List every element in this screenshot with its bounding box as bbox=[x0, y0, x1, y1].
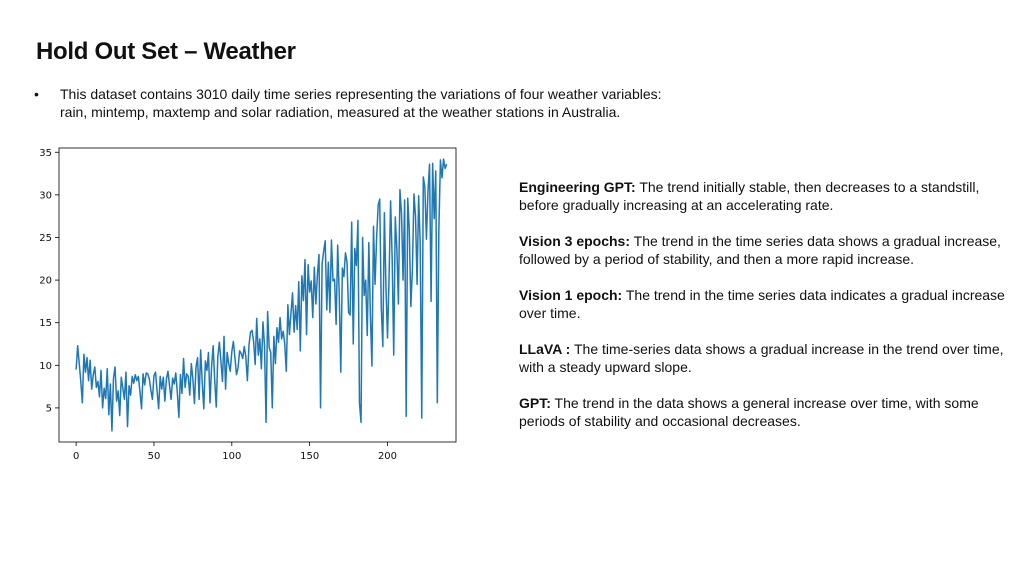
comment-llava: LLaVA : The time-series data shows a gra… bbox=[519, 340, 1009, 376]
bullet-marker: • bbox=[34, 86, 39, 102]
y-tick-label: 15 bbox=[39, 318, 52, 329]
comment-text: The trend in the data shows a general in… bbox=[519, 395, 979, 429]
comment-vision-1-epoch: Vision 1 epoch: The trend in the time se… bbox=[519, 286, 1009, 322]
model-comments: Engineering GPT: The trend initially sta… bbox=[519, 178, 1009, 448]
y-tick-label: 20 bbox=[39, 276, 52, 287]
weather-line-chart: 0 50 100 150 200 5 10 15 20 25 30 35 bbox=[0, 0, 520, 475]
comment-vision-3-epochs: Vision 3 epochs: The trend in the time s… bbox=[519, 232, 1009, 268]
y-tick-label: 10 bbox=[39, 361, 52, 372]
x-tick-label: 50 bbox=[148, 451, 161, 462]
x-tick-label: 0 bbox=[73, 451, 79, 462]
comment-engineering-gpt: Engineering GPT: The trend initially sta… bbox=[519, 178, 1009, 214]
comment-text: The time-series data shows a gradual inc… bbox=[519, 341, 1004, 375]
y-tick-label: 35 bbox=[39, 148, 52, 159]
comment-model-label: Engineering GPT: bbox=[519, 179, 636, 195]
x-tick-label: 100 bbox=[222, 451, 241, 462]
comment-text: The trend in the time series data indica… bbox=[519, 287, 1005, 321]
comment-text: The trend initially stable, then decreas… bbox=[519, 179, 980, 213]
chart-svg: 0 50 100 150 200 5 10 15 20 25 30 35 bbox=[39, 147, 457, 462]
y-tick-label: 5 bbox=[46, 403, 52, 414]
comment-model-label: Vision 1 epoch: bbox=[519, 287, 623, 303]
comment-text: The trend in the time series data shows … bbox=[519, 233, 1001, 267]
dataset-description-text: This dataset contains 3010 daily time se… bbox=[60, 86, 662, 120]
comment-model-label: GPT: bbox=[519, 395, 551, 411]
x-tick-label: 150 bbox=[300, 451, 319, 462]
plot-frame bbox=[58, 147, 457, 443]
comment-gpt: GPT: The trend in the data shows a gener… bbox=[519, 394, 1009, 430]
series-line bbox=[75, 158, 448, 432]
dataset-description: • This dataset contains 3010 daily time … bbox=[34, 86, 664, 121]
x-tick-label: 200 bbox=[378, 451, 397, 462]
comment-model-label: Vision 3 epochs: bbox=[519, 233, 630, 249]
comment-model-label: LLaVA : bbox=[519, 341, 571, 357]
y-tick-label: 25 bbox=[39, 233, 52, 244]
y-tick-label: 30 bbox=[39, 190, 52, 201]
slide-title: Hold Out Set – Weather bbox=[36, 38, 296, 65]
